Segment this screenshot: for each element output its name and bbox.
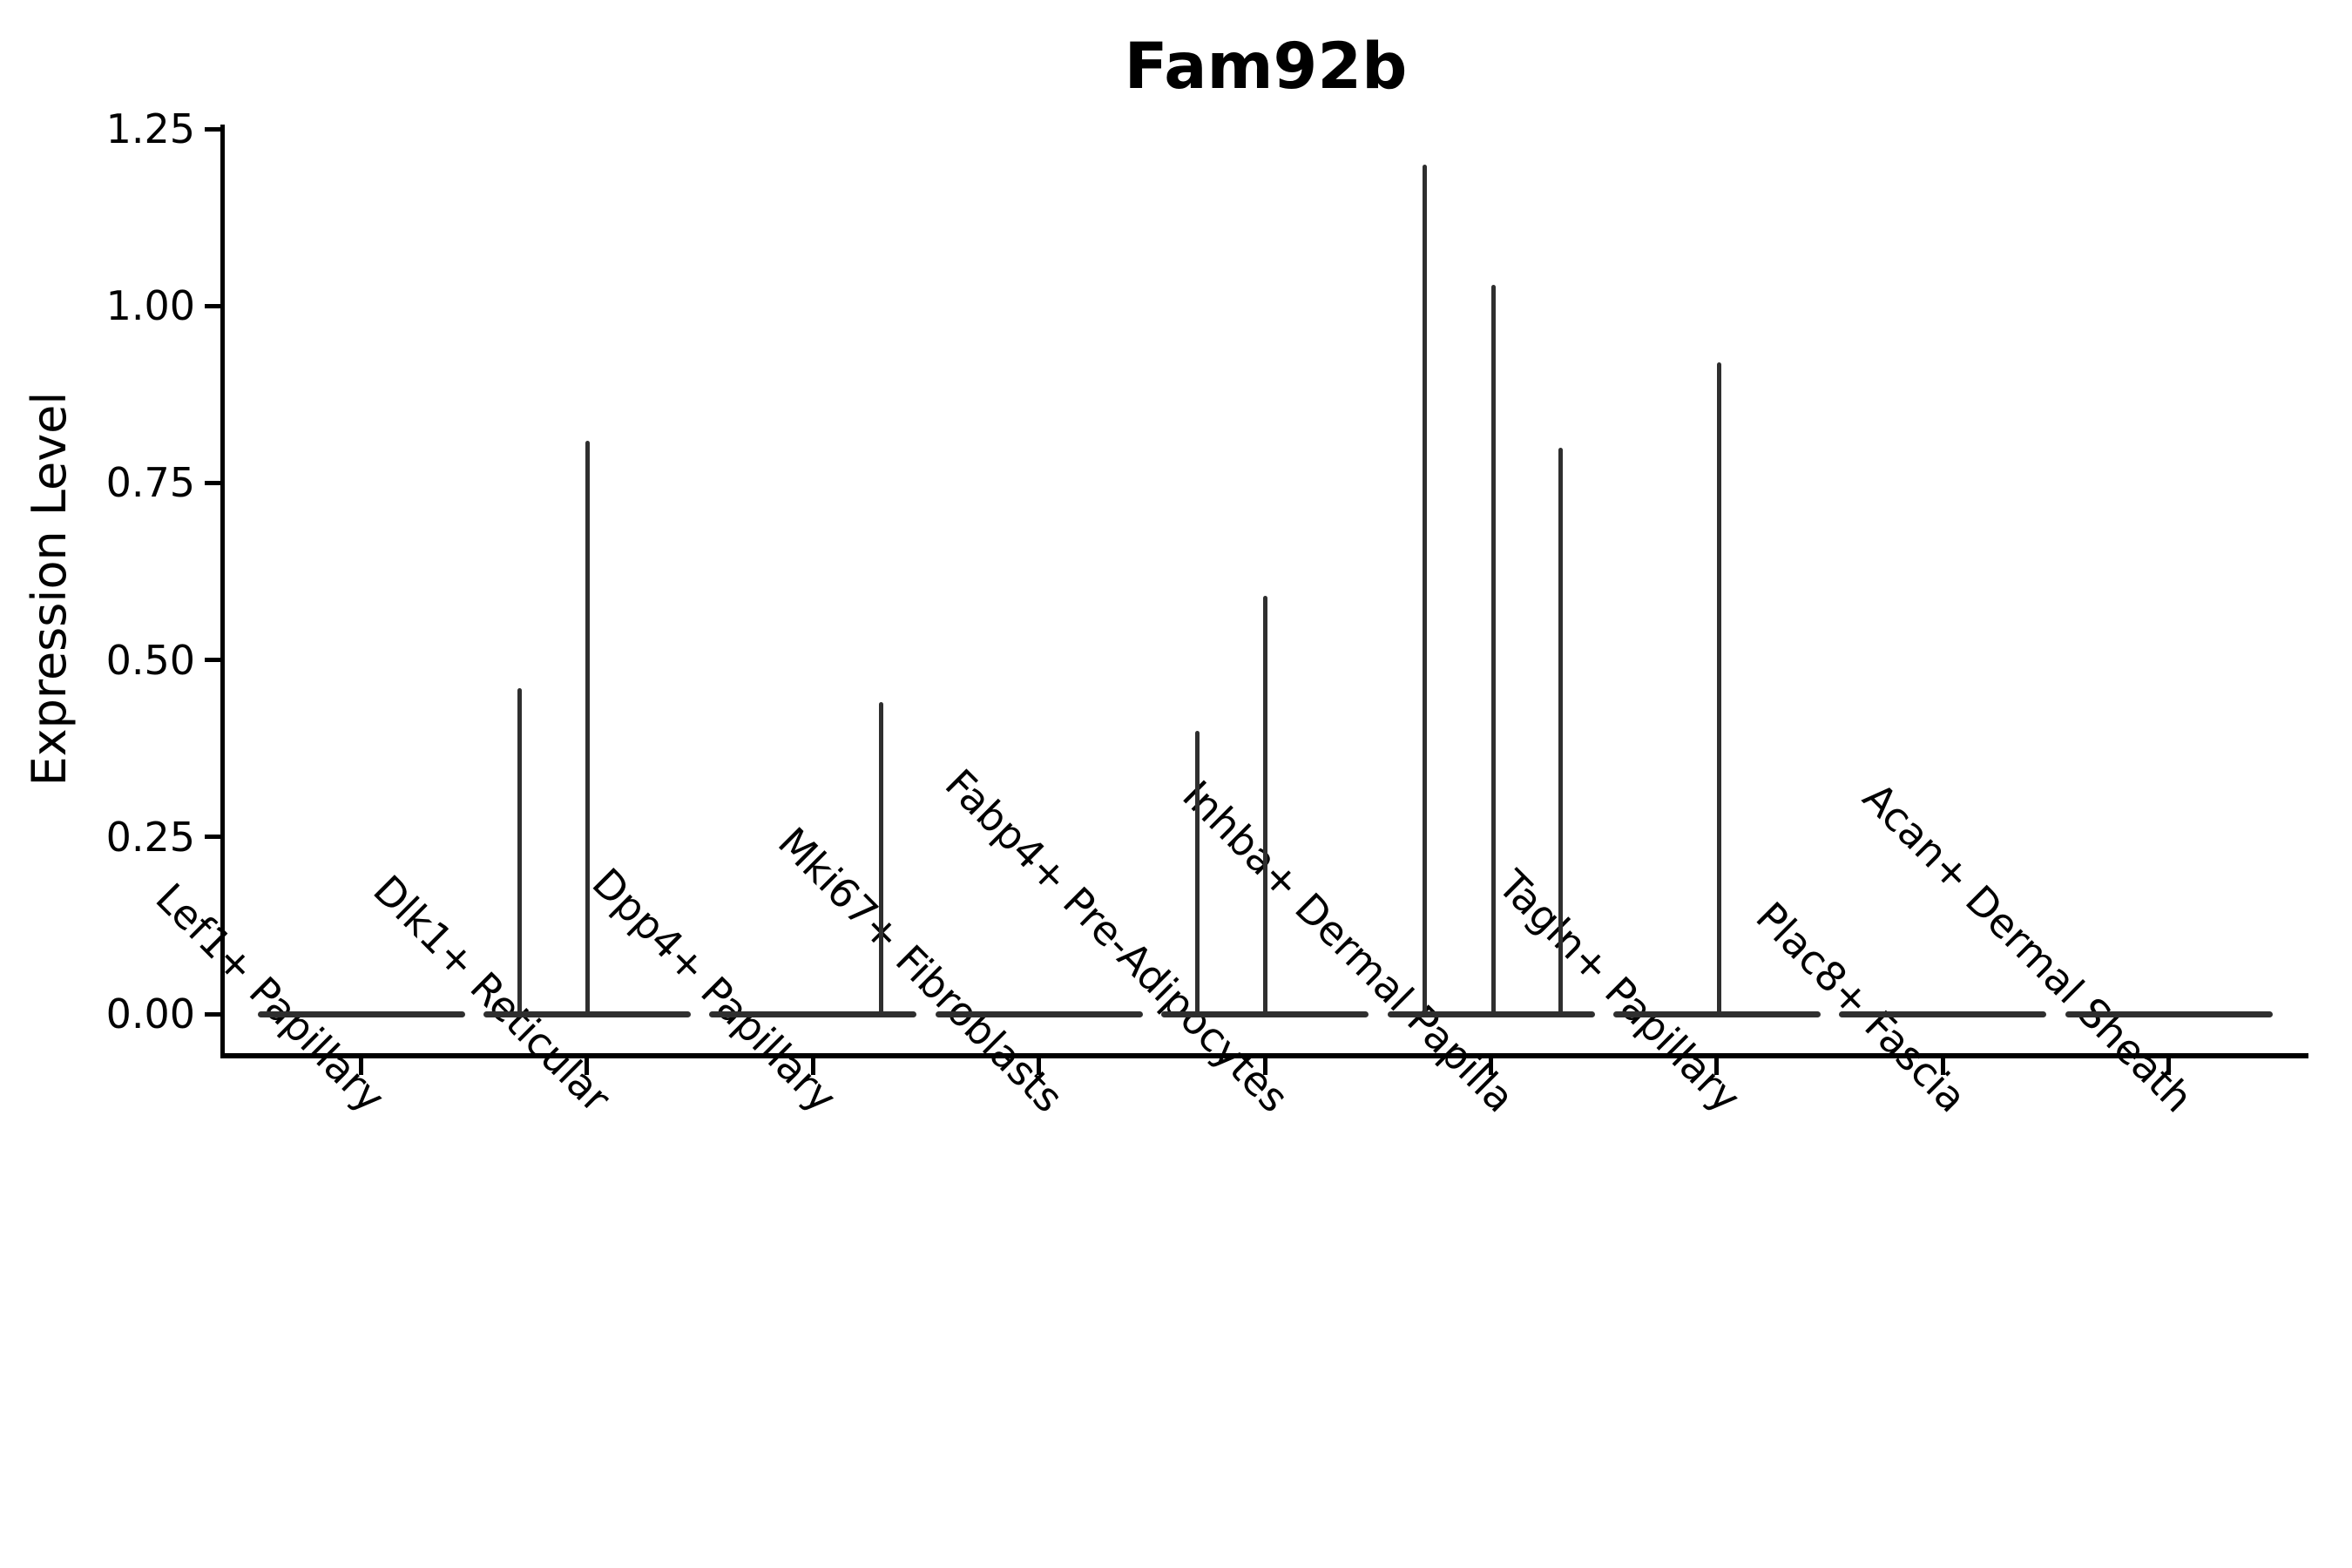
- x-tick-mark: [810, 1058, 815, 1075]
- x-tick-mark: [1489, 1058, 1493, 1075]
- y-tick-mark: [205, 303, 222, 308]
- x-tick-mark: [585, 1058, 590, 1075]
- y-tick-mark: [205, 126, 222, 132]
- y-tick-label: 0.50: [105, 636, 195, 684]
- expression-spike: [1422, 164, 1427, 1016]
- expression-spike: [1490, 284, 1496, 1016]
- expression-spike: [1716, 362, 1721, 1016]
- expression-spike: [517, 688, 522, 1016]
- violin-baseline: [1387, 1010, 1595, 1017]
- x-tick-label: Plac8+ Fascia: [1747, 892, 1977, 1122]
- x-tick-mark: [359, 1058, 363, 1075]
- y-tick-label: 0.75: [105, 459, 195, 507]
- y-tick-mark: [205, 480, 222, 485]
- expression-spike: [1558, 447, 1563, 1016]
- y-tick-label: 1.25: [105, 105, 195, 152]
- chart-title: Fam92b: [1124, 30, 1408, 104]
- y-tick-mark: [205, 835, 222, 840]
- expression-spike: [585, 440, 591, 1016]
- violin-baseline: [709, 1010, 917, 1017]
- y-tick-label: 0.25: [105, 813, 195, 861]
- x-tick-mark: [1262, 1058, 1267, 1075]
- expression-spike: [1195, 730, 1200, 1016]
- y-axis-label: Expression Level: [22, 391, 77, 787]
- x-tick-label: Dlk1+ Reticular: [364, 866, 620, 1122]
- violin-baseline: [935, 1010, 1143, 1017]
- expression-spike: [879, 702, 884, 1016]
- x-tick-mark: [1037, 1058, 1042, 1075]
- x-tick-mark: [1714, 1058, 1720, 1075]
- x-tick-label: Dpp4+ Papillary: [583, 859, 847, 1122]
- violin-baseline: [2065, 1010, 2273, 1017]
- x-tick-mark: [1940, 1058, 1945, 1075]
- x-axis-spine: [220, 1053, 2308, 1058]
- violin-baseline: [1839, 1010, 2047, 1017]
- y-tick-mark: [205, 1011, 222, 1017]
- y-tick-label: 0.00: [105, 990, 195, 1037]
- x-tick-label: Tagln+ Papillary: [1489, 861, 1750, 1122]
- y-axis-spine: [220, 125, 225, 1058]
- violin-baseline: [257, 1010, 465, 1017]
- expression-spike: [1263, 596, 1268, 1016]
- y-tick-label: 1.00: [105, 282, 195, 330]
- y-tick-mark: [205, 658, 222, 663]
- x-tick-mark: [2166, 1058, 2172, 1075]
